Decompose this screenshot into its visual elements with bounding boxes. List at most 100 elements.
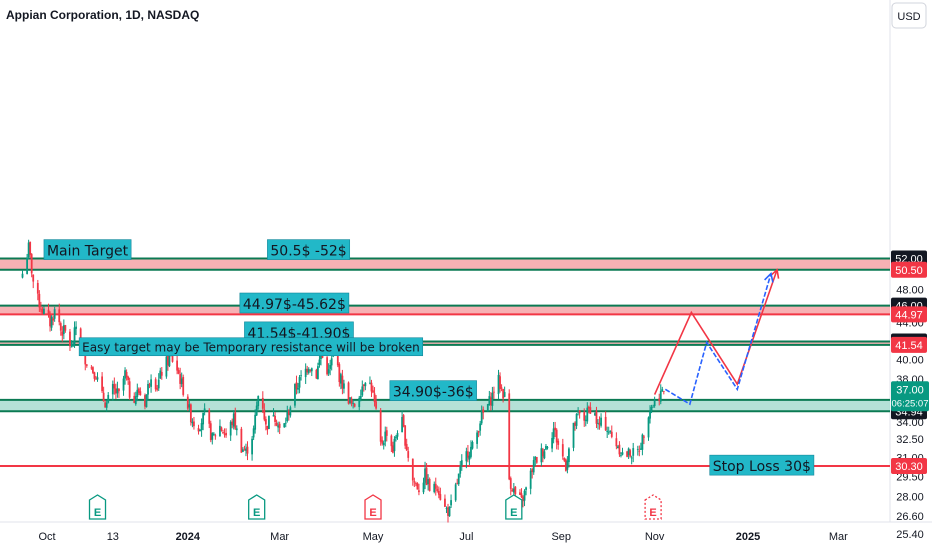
candle-body bbox=[416, 483, 419, 490]
candle-body bbox=[234, 412, 237, 429]
annotation-background bbox=[43, 239, 132, 260]
candle-body bbox=[411, 458, 414, 481]
candle-body bbox=[514, 486, 517, 495]
candle-body bbox=[543, 451, 546, 459]
earnings-marker[interactable]: E bbox=[505, 494, 523, 520]
y-tick-label: 26.60 bbox=[896, 511, 924, 523]
candle-body bbox=[252, 428, 255, 438]
earnings-marker[interactable]: E bbox=[644, 494, 662, 520]
candle-body bbox=[563, 458, 566, 461]
candle-body bbox=[382, 442, 385, 446]
annotation-label[interactable]: Stop Loss 30$ bbox=[709, 454, 815, 476]
earnings-marker-letter: E bbox=[510, 507, 517, 519]
candle-body bbox=[508, 393, 511, 480]
candle-body bbox=[128, 381, 131, 398]
candle-body bbox=[62, 325, 65, 335]
candle-body bbox=[289, 407, 292, 416]
candle-body bbox=[39, 308, 42, 310]
candle-body bbox=[275, 422, 278, 426]
candle-body bbox=[203, 408, 206, 412]
annotation-label[interactable]: 44.97$-45.62$ bbox=[239, 292, 350, 314]
annotation-text: 34.90$-36$ bbox=[393, 385, 474, 401]
candle-body bbox=[520, 493, 523, 498]
candle-body bbox=[341, 375, 344, 389]
candle-body bbox=[369, 382, 371, 384]
candle-body bbox=[156, 388, 159, 390]
candle-body bbox=[21, 273, 24, 278]
earnings-marker[interactable]: E bbox=[88, 494, 107, 520]
currency-button[interactable]: USD bbox=[891, 2, 927, 29]
x-tick-label: Mar bbox=[829, 531, 848, 543]
candle-body bbox=[540, 448, 543, 463]
candle-body bbox=[457, 473, 460, 485]
candle-body bbox=[529, 470, 532, 489]
candle-body bbox=[578, 410, 581, 414]
candle-body bbox=[542, 449, 544, 457]
candle-body bbox=[491, 392, 494, 406]
annotation-label[interactable]: Easy target may be Temporary resistance … bbox=[78, 337, 424, 357]
candle-body bbox=[321, 355, 324, 358]
x-tick-label: Mar bbox=[270, 531, 289, 543]
candle-body bbox=[118, 388, 120, 392]
candle-body bbox=[297, 387, 299, 390]
candle-body bbox=[488, 396, 491, 406]
candle-body bbox=[186, 396, 189, 409]
annotations-layer: Main Target 50.5$ -52$44.97$-45.62$41.54$… bbox=[43, 239, 815, 476]
candle-body bbox=[93, 372, 96, 379]
candle-body bbox=[272, 414, 275, 417]
candle-body bbox=[396, 433, 399, 437]
candle-body bbox=[343, 383, 345, 389]
currency-button-frame bbox=[891, 2, 927, 29]
candle-body bbox=[134, 396, 137, 405]
candle-body bbox=[448, 506, 451, 517]
earnings-marker[interactable]: E bbox=[364, 494, 382, 520]
candle-body bbox=[568, 448, 570, 463]
candle-body bbox=[617, 446, 619, 449]
candle-body bbox=[176, 360, 178, 371]
candle-body bbox=[551, 438, 553, 449]
candle-body bbox=[180, 378, 183, 385]
annotation-label[interactable]: Main Target bbox=[43, 239, 132, 260]
candle-body bbox=[101, 376, 104, 392]
candle-body bbox=[165, 356, 168, 377]
candle-body bbox=[519, 492, 521, 495]
candle-body bbox=[251, 438, 253, 455]
x-axis[interactable]: Oct 13 2024 Mar May Jul Sep Nov 2025 Mar bbox=[38, 531, 848, 543]
candle-body bbox=[306, 368, 309, 373]
candle-body bbox=[373, 393, 376, 403]
candle-body bbox=[246, 446, 249, 454]
candle-body bbox=[257, 396, 260, 407]
candle-body bbox=[284, 422, 287, 424]
candle-body bbox=[566, 460, 569, 470]
candle-body bbox=[390, 435, 393, 447]
candle-body bbox=[225, 432, 227, 436]
y-axis[interactable]: 25.4026.6028.0029.5031.0032.5034.0036.00… bbox=[891, 250, 929, 541]
earnings-marker[interactable]: E bbox=[248, 494, 266, 520]
candle-body bbox=[157, 379, 160, 389]
x-tick-label: Nov bbox=[645, 531, 665, 543]
candle-body bbox=[643, 436, 645, 438]
candle-body bbox=[489, 397, 492, 406]
candle-body bbox=[480, 411, 483, 424]
candle-body bbox=[232, 413, 235, 427]
annotation-label[interactable]: 34.90$-36$ bbox=[389, 380, 477, 401]
projection-path-blue[interactable] bbox=[664, 273, 772, 406]
candle-body bbox=[193, 421, 195, 427]
candle-body bbox=[486, 404, 489, 412]
candle-body bbox=[111, 383, 114, 395]
candle-body bbox=[392, 445, 394, 453]
candle-body bbox=[220, 427, 223, 431]
candle-body bbox=[145, 394, 148, 408]
candle-body bbox=[330, 358, 333, 366]
candle-body bbox=[64, 325, 67, 331]
candle-body bbox=[318, 359, 321, 365]
candle-body bbox=[502, 388, 505, 399]
y-tick-label: 40.00 bbox=[896, 354, 924, 366]
annotation-label[interactable]: 50.5$ -52$ bbox=[267, 239, 351, 260]
candle-body bbox=[309, 370, 312, 372]
projection-path-red[interactable] bbox=[653, 269, 778, 395]
candle-body bbox=[600, 417, 602, 426]
candle-body bbox=[621, 452, 624, 455]
candle-body bbox=[84, 350, 87, 365]
